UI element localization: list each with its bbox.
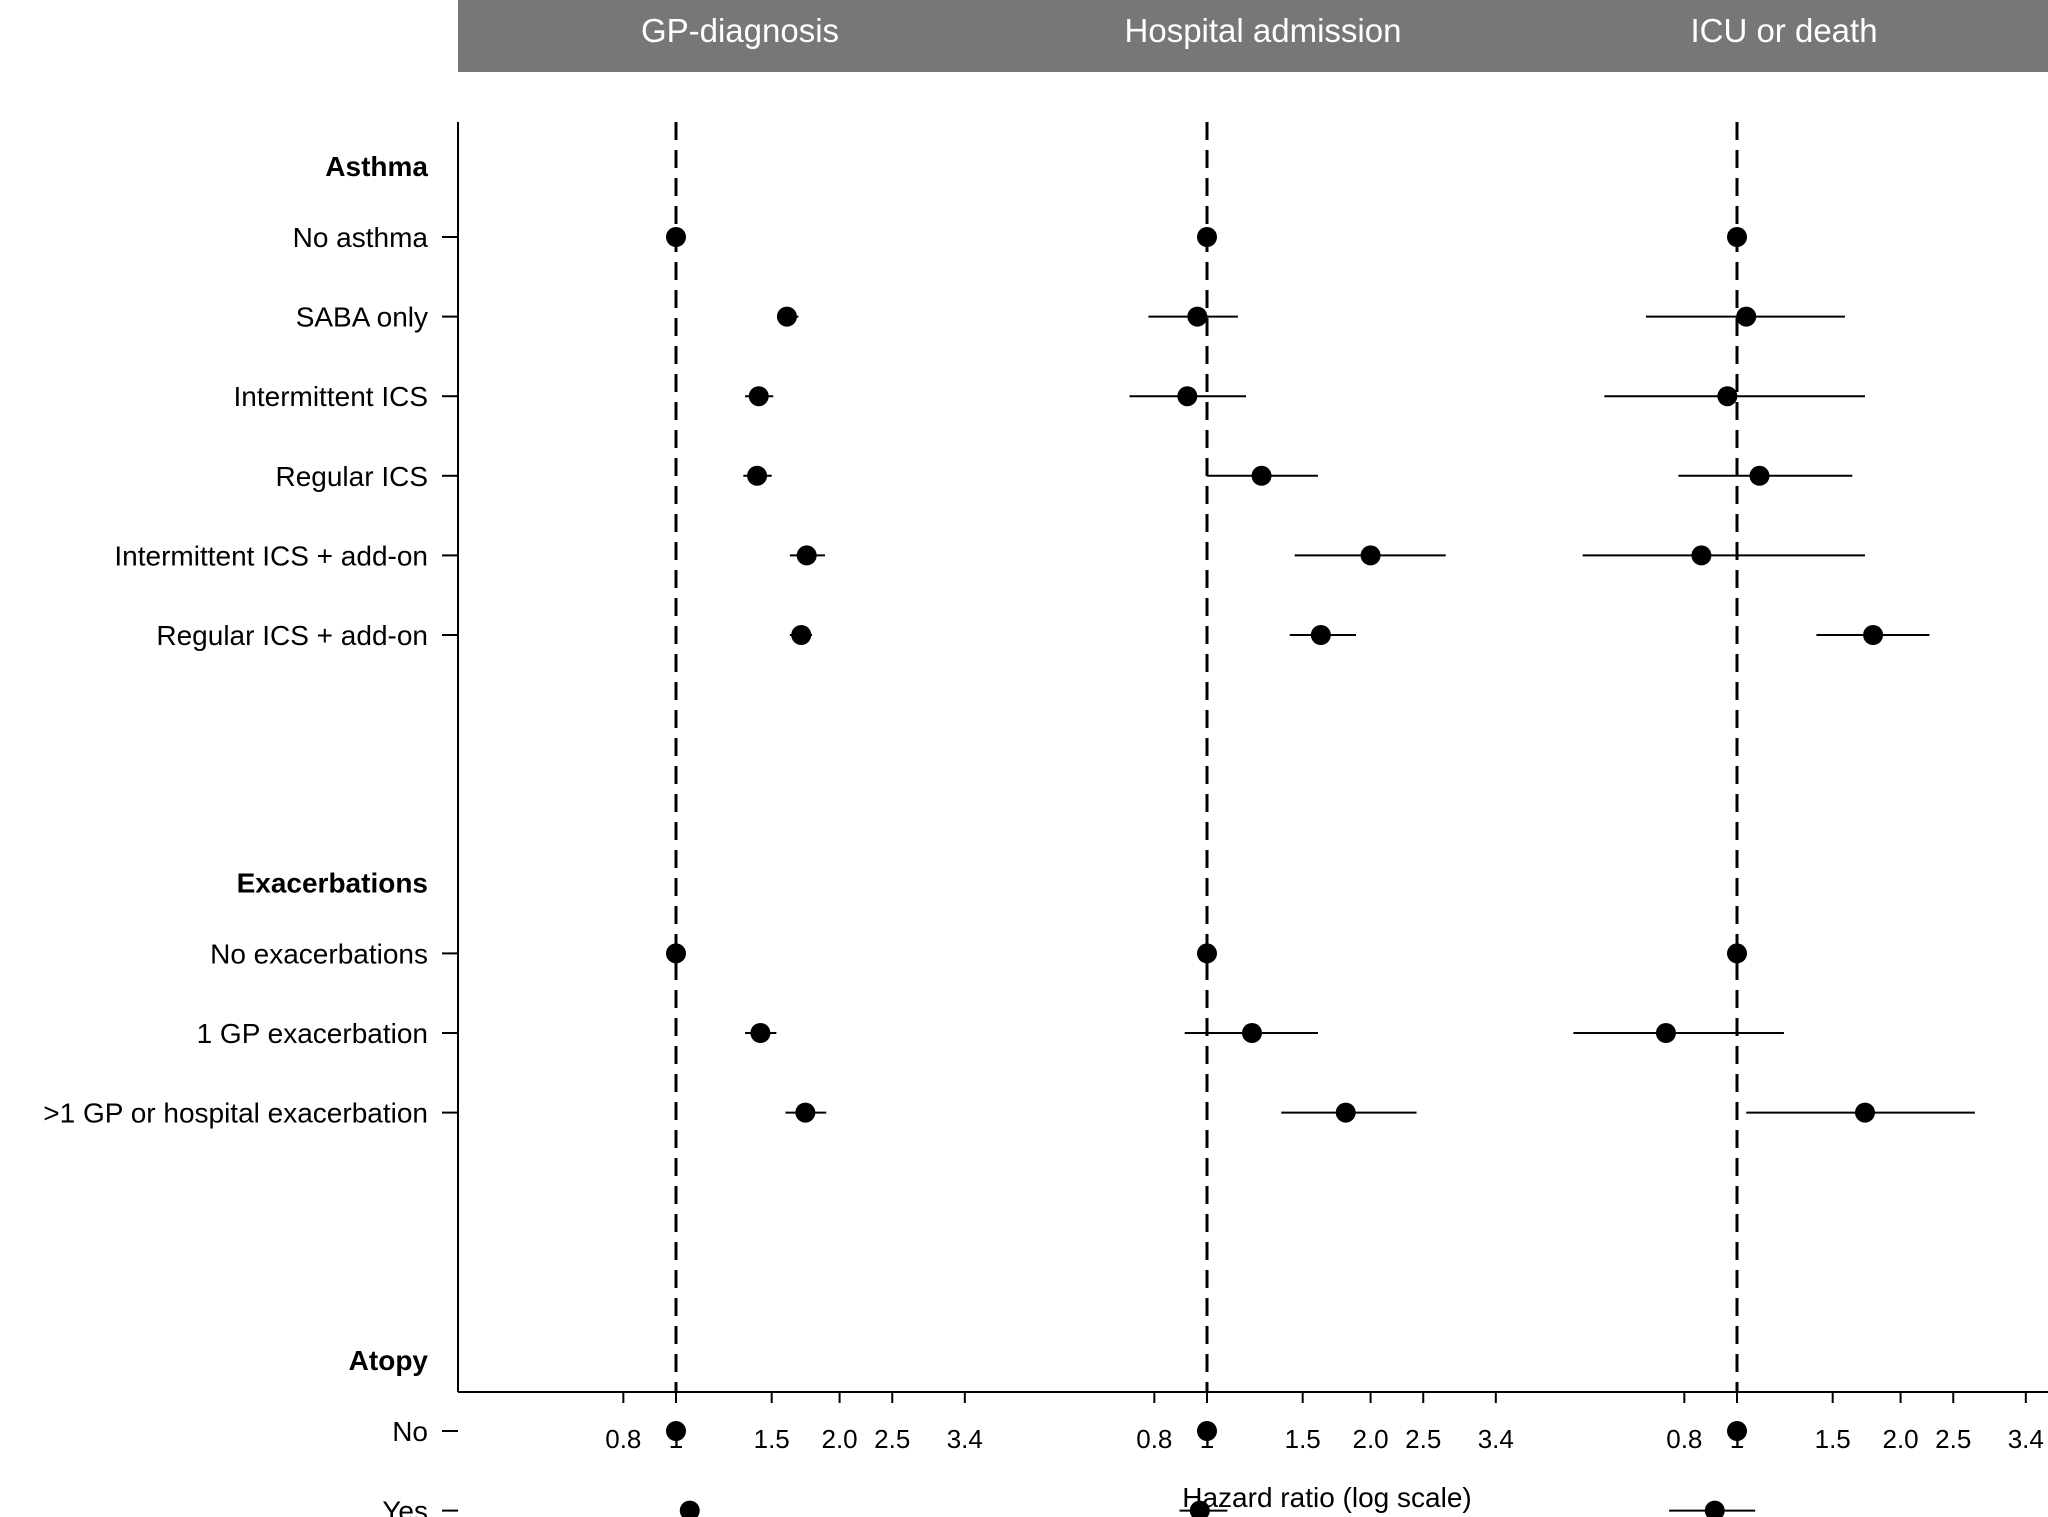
hazard-ratio-point — [1310, 625, 1331, 645]
hazard-ratio-point — [1335, 1102, 1356, 1123]
x-tick-label: 0.8 — [1136, 1424, 1172, 1454]
x-tick-label: 0.8 — [1666, 1424, 1702, 1454]
hazard-ratio-point — [1197, 1421, 1217, 1441]
x-tick-label: 2.5 — [1935, 1424, 1971, 1454]
group-heading: Exacerbations — [237, 867, 428, 898]
hazard-ratio-point — [1187, 306, 1208, 327]
row-label: No — [392, 1416, 428, 1447]
row-label: No exacerbations — [210, 938, 428, 969]
hazard-ratio-point — [1749, 465, 1770, 486]
hazard-ratio-point — [791, 625, 812, 645]
x-tick-label: 0.8 — [605, 1424, 641, 1454]
row-label: Yes — [382, 1496, 428, 1517]
hazard-ratio-point — [1691, 545, 1712, 566]
hazard-ratio-point — [1251, 465, 1272, 486]
x-tick-label: 1.5 — [1285, 1424, 1321, 1454]
x-tick-label: 2.5 — [874, 1424, 910, 1454]
x-tick-label: 3.4 — [1478, 1424, 1514, 1454]
hazard-ratio-point — [1717, 386, 1738, 407]
row-label: Regular ICS + add-on — [156, 620, 428, 651]
hazard-ratio-point — [1177, 386, 1198, 407]
group-heading: Asthma — [325, 151, 428, 182]
hazard-ratio-point — [795, 1102, 816, 1123]
hazard-ratio-point — [679, 1500, 700, 1517]
x-tick-label: 1.5 — [1815, 1424, 1851, 1454]
row-label: SABA only — [296, 302, 428, 333]
hazard-ratio-point — [1704, 1500, 1725, 1517]
row-label: Intermittent ICS + add-on — [114, 540, 428, 571]
hazard-ratio-point — [1727, 943, 1747, 964]
hazard-ratio-point — [1854, 1102, 1875, 1123]
hazard-ratio-point — [1197, 943, 1217, 964]
x-tick-label: 2.0 — [822, 1424, 858, 1454]
row-label: Intermittent ICS — [233, 381, 428, 412]
x-axis-title: Hazard ratio (log scale) — [1182, 1482, 1471, 1513]
row-label: 1 GP exacerbation — [197, 1018, 428, 1049]
hazard-ratio-point — [776, 306, 797, 327]
row-label: No asthma — [293, 222, 429, 253]
hazard-ratio-point — [747, 465, 768, 486]
hazard-ratio-point — [1197, 227, 1217, 247]
hazard-ratio-point — [666, 1421, 686, 1441]
group-heading: Atopy — [349, 1345, 429, 1376]
x-tick-label: 2.0 — [1883, 1424, 1919, 1454]
hazard-ratio-point — [1189, 1500, 1210, 1517]
panel-title-icu-or-death: ICU or death — [1690, 12, 1878, 49]
hazard-ratio-point — [666, 943, 686, 964]
row-label: >1 GP or hospital exacerbation — [43, 1098, 428, 1129]
hazard-ratio-point — [750, 1023, 771, 1043]
hazard-ratio-point — [1727, 227, 1747, 247]
hazard-ratio-point — [1655, 1023, 1676, 1043]
x-tick-label: 2.5 — [1405, 1424, 1441, 1454]
hazard-ratio-point — [666, 227, 686, 247]
hazard-ratio-point — [1736, 306, 1757, 327]
hazard-ratio-point — [748, 386, 769, 407]
x-tick-label: 1.5 — [754, 1424, 790, 1454]
x-tick-label: 3.4 — [2008, 1424, 2044, 1454]
x-tick-label: 2.0 — [1353, 1424, 1389, 1454]
hazard-ratio-point — [1863, 625, 1884, 645]
hazard-ratio-point — [1360, 545, 1381, 566]
panel-title-hospital-admission: Hospital admission — [1124, 12, 1402, 49]
panel-header-bar — [458, 0, 2048, 72]
hazard-ratio-point — [1727, 1421, 1747, 1441]
hazard-ratio-point — [796, 545, 817, 566]
hazard-ratio-point — [1241, 1023, 1262, 1043]
row-label: Regular ICS — [275, 461, 428, 492]
x-tick-label: 3.4 — [947, 1424, 983, 1454]
panel-title-gp-diagnosis: GP-diagnosis — [640, 12, 840, 49]
